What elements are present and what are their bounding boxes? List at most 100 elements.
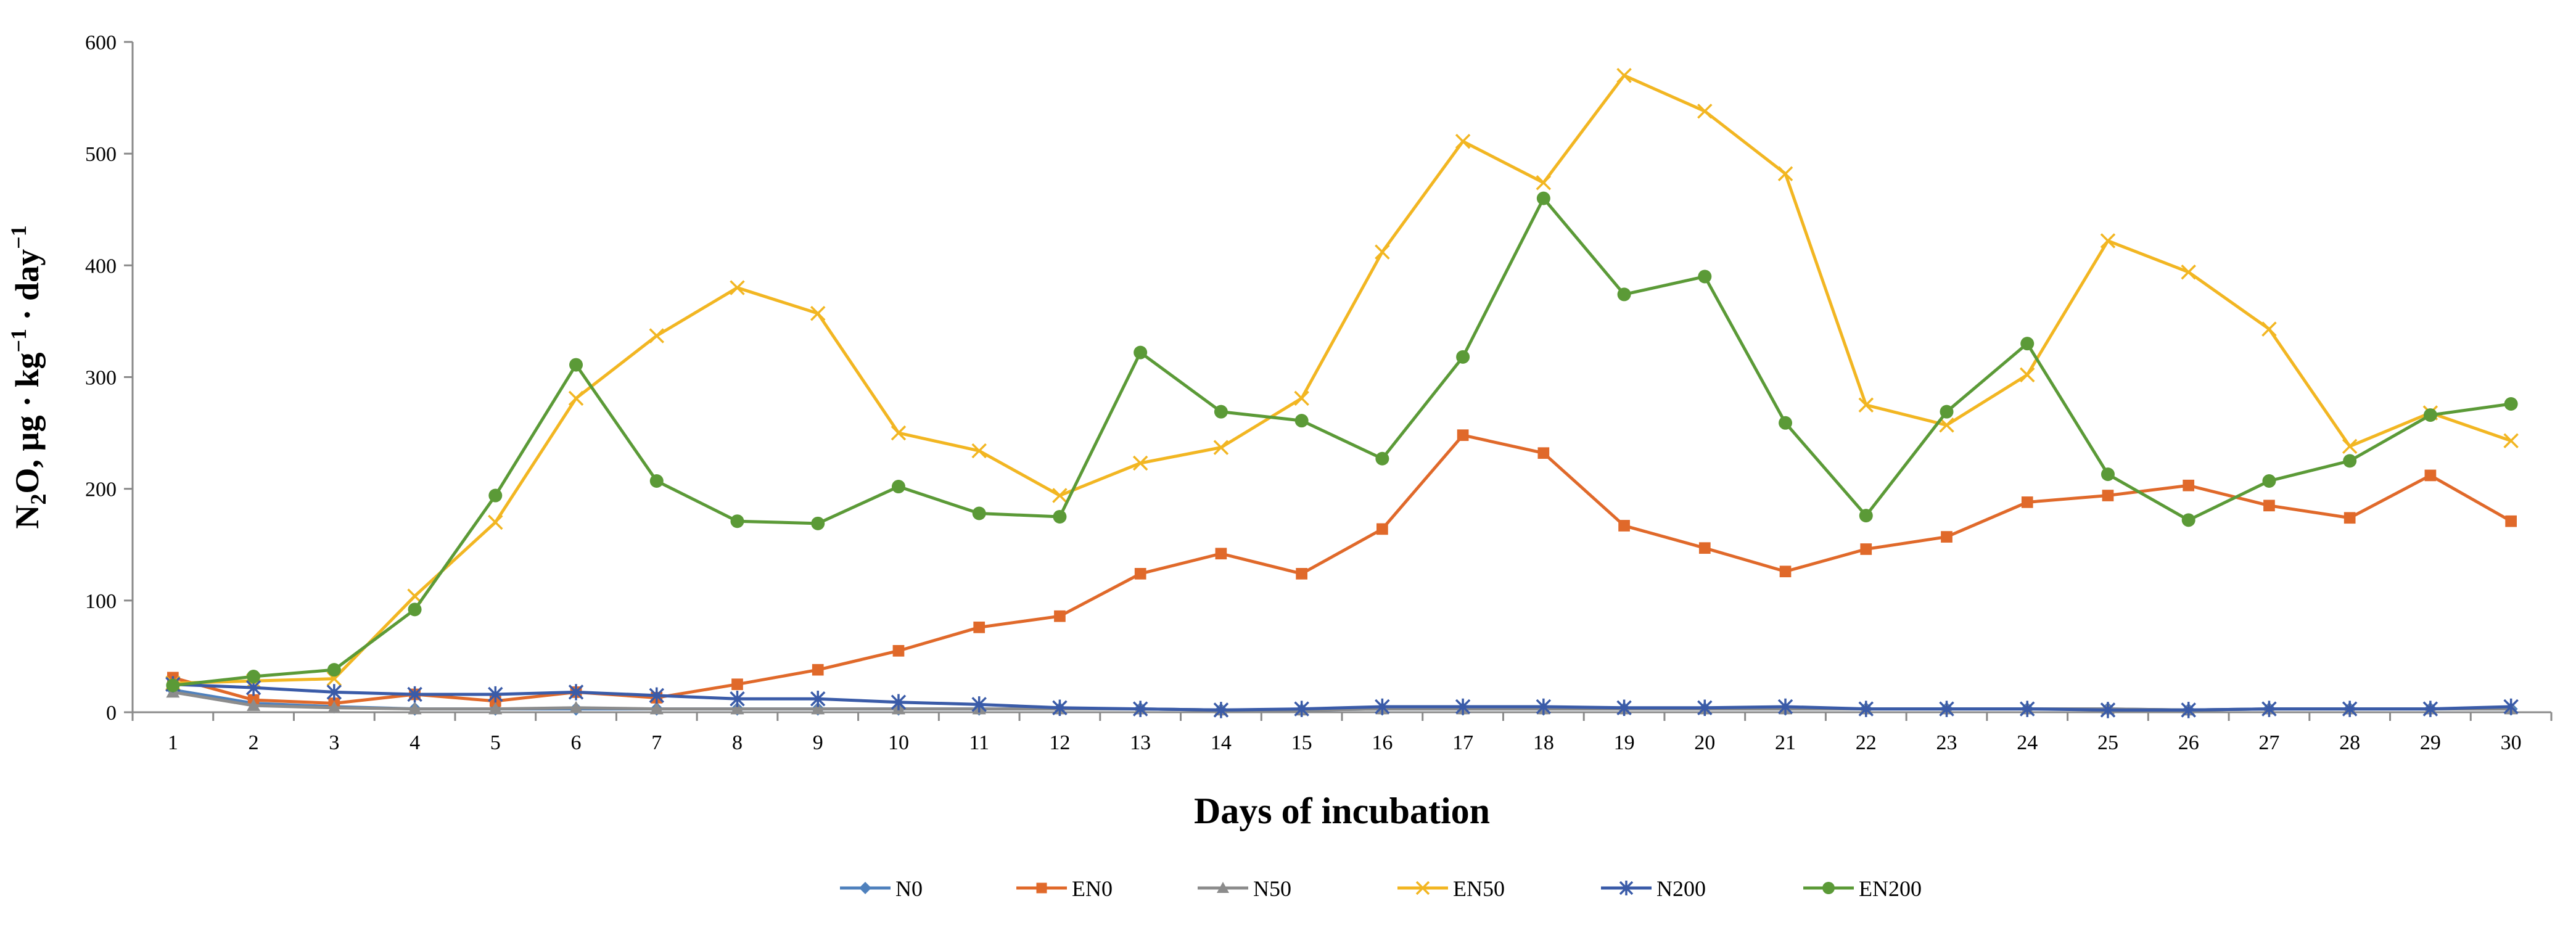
data-point-n200 — [2422, 701, 2438, 717]
legend-label: EN200 — [1859, 876, 1922, 901]
x-tick-label: 23 — [1936, 731, 1957, 754]
x-tick-label: 19 — [1614, 731, 1635, 754]
data-point-n200 — [1052, 699, 1068, 716]
data-point-en200 — [2181, 513, 2195, 527]
data-point-n200 — [1213, 702, 1229, 718]
data-point-en50 — [1858, 397, 1874, 413]
data-point-en0 — [1376, 523, 1388, 535]
data-point-n50 — [649, 702, 664, 715]
data-point-n200 — [2181, 702, 2196, 718]
data-point-en50 — [2342, 438, 2358, 454]
data-point-n200 — [1455, 698, 1471, 715]
data-point-n200 — [2261, 701, 2277, 717]
data-point-en0 — [2183, 479, 2195, 491]
data-point-en200 — [2504, 397, 2518, 411]
data-point-en200 — [1617, 287, 1631, 302]
data-point-n200 — [2342, 701, 2358, 717]
series-line-n200 — [173, 683, 2511, 712]
data-point-en200 — [1456, 350, 1470, 364]
x-tick-label: 13 — [1130, 731, 1151, 754]
data-point-n50 — [811, 702, 825, 715]
legend-item-n0: N0 — [840, 876, 923, 901]
x-tick-label: 27 — [2258, 731, 2279, 754]
y-axis-ticks: 0 100 200 300 400 500 600 — [85, 31, 133, 725]
x-tick-label: 10 — [888, 731, 909, 754]
series-en0 — [167, 429, 2517, 709]
data-point-en50 — [1294, 390, 1309, 406]
x-axis-ticks: 1 2 3 4 5 6 7 8 9 10 11 12 13 14 15 16 17 18 19 20 21 22 23 24 2… — [131, 712, 2553, 754]
data-point-en50 — [1213, 440, 1229, 455]
data-point-en0 — [731, 678, 743, 691]
x-tick-label: 24 — [2017, 731, 2038, 754]
data-point-en50 — [971, 443, 987, 459]
data-point-en50 — [730, 280, 745, 295]
x-tick-label: 17 — [1452, 731, 1473, 754]
y-tick-label: 400 — [85, 255, 117, 278]
legend-marker — [1036, 882, 1047, 894]
series-layer — [165, 68, 2519, 718]
x-tick-label: 1 — [168, 731, 178, 754]
data-point-n200 — [891, 694, 907, 710]
data-point-en50 — [1697, 104, 1713, 119]
x-tick-label: 18 — [1533, 731, 1554, 754]
x-tick-label: 25 — [2097, 731, 2118, 754]
data-point-en200 — [247, 670, 261, 684]
y-tick-label: 300 — [85, 367, 117, 390]
x-tick-label: 4 — [409, 731, 420, 754]
data-point-n200 — [326, 684, 342, 701]
data-point-en50 — [1132, 455, 1148, 471]
x-tick-label: 12 — [1049, 731, 1070, 754]
data-point-en50 — [2503, 433, 2519, 449]
data-point-en200 — [327, 663, 341, 677]
data-point-en50 — [810, 305, 826, 321]
data-point-en50 — [488, 514, 503, 530]
data-point-en50 — [1939, 417, 1954, 433]
data-point-en0 — [1860, 543, 1872, 555]
data-point-en50 — [2181, 264, 2196, 280]
data-point-en50 — [1777, 166, 1793, 182]
data-point-en50 — [2261, 321, 2277, 337]
data-point-en0 — [1618, 520, 1630, 532]
data-point-n200 — [730, 691, 745, 707]
legend-label: EN0 — [1072, 876, 1113, 901]
x-tick-label: 20 — [1694, 731, 1715, 754]
data-point-en200 — [408, 602, 422, 617]
x-tick-label: 14 — [1211, 731, 1232, 754]
legend-item-en50: EN50 — [1397, 876, 1505, 901]
data-point-en200 — [1940, 405, 1954, 419]
data-point-en200 — [2101, 467, 2115, 482]
y-tick-label: 600 — [85, 31, 117, 54]
legend: N0 EN0 N50 EN50 N200 EN200 — [840, 876, 1922, 901]
data-point-n200 — [971, 696, 987, 713]
data-point-en0 — [2263, 500, 2275, 512]
data-point-en0 — [1457, 429, 1469, 442]
x-tick-label: 9 — [813, 731, 823, 754]
data-point-en200 — [1779, 416, 1793, 430]
legend-item-n50: N50 — [1198, 876, 1291, 901]
data-point-en0 — [1779, 565, 1792, 578]
data-point-en0 — [1215, 548, 1227, 560]
data-point-en200 — [1859, 509, 1873, 523]
legend-label: N200 — [1656, 876, 1706, 901]
legend-marker — [1415, 881, 1430, 895]
data-point-n200 — [488, 686, 503, 703]
data-point-n200 — [810, 691, 826, 707]
x-tick-label: 15 — [1291, 731, 1312, 754]
legend-item-n200: N200 — [1601, 876, 1706, 901]
data-point-en200 — [1053, 509, 1067, 524]
data-point-en0 — [2505, 515, 2517, 527]
data-point-en0 — [2344, 512, 2356, 524]
data-point-en50 — [2100, 233, 2116, 249]
legend-marker — [1217, 882, 1229, 893]
data-point-en0 — [892, 645, 905, 657]
x-tick-label: 11 — [969, 731, 989, 754]
data-point-n200 — [649, 687, 665, 704]
data-point-en0 — [2424, 469, 2437, 482]
x-tick-label: 30 — [2501, 731, 2522, 754]
data-point-en50 — [891, 425, 907, 441]
data-point-n200 — [2503, 698, 2519, 715]
y-axis-title: N2O, µg · kg−1 · day−1 — [6, 225, 51, 528]
data-point-en0 — [2102, 490, 2114, 501]
x-tick-label: 26 — [2178, 731, 2199, 754]
